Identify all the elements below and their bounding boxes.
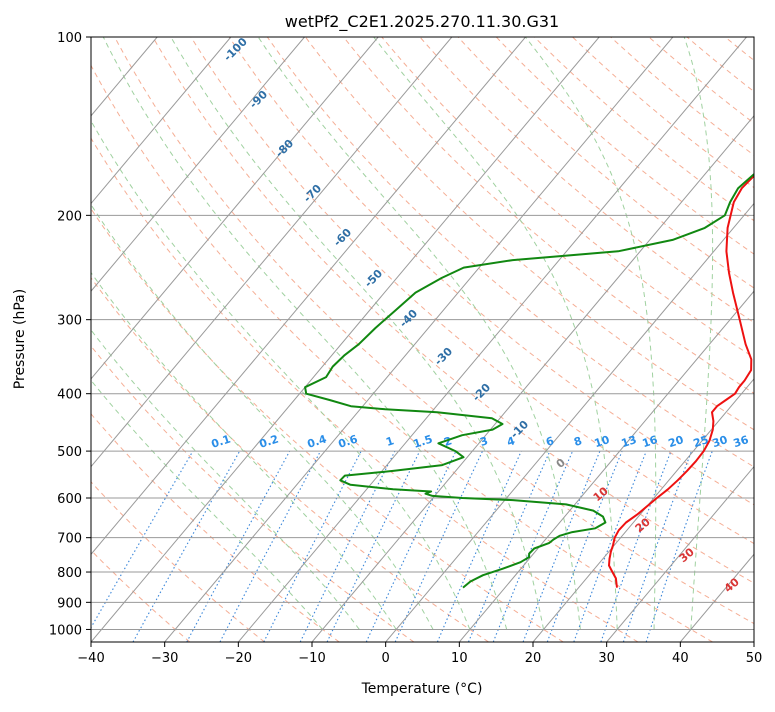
x-tick-label: 10 (451, 651, 468, 666)
y-tick-label: 200 (57, 209, 82, 224)
y-tick-label: 800 (57, 566, 82, 581)
y-axis-title: Pressure (hPa) (12, 289, 28, 389)
x-tick-label: 20 (525, 651, 542, 666)
y-tick-label: 300 (57, 314, 82, 329)
x-tick-label: 30 (598, 651, 615, 666)
x-tick-label: −10 (298, 651, 325, 666)
y-tick-label: 500 (57, 445, 82, 460)
chart-title: wetPf2_C2E1.2025.270.11.30.G31 (285, 12, 559, 32)
x-tick-label: −30 (151, 651, 178, 666)
y-tick-label: 700 (57, 532, 82, 547)
x-axis-title: Temperature (°C) (361, 681, 483, 697)
y-tick-label: 1000 (49, 623, 82, 638)
y-tick-label: 100 (57, 31, 82, 46)
y-tick-label: 600 (57, 492, 82, 507)
x-tick-label: 50 (746, 651, 763, 666)
y-tick-label: 400 (57, 388, 82, 403)
x-tick-label: −20 (225, 651, 252, 666)
y-tick-label: 900 (57, 596, 82, 611)
x-tick-label: 40 (672, 651, 689, 666)
x-tick-label: −40 (77, 651, 104, 666)
x-tick-label: 0 (382, 651, 390, 666)
